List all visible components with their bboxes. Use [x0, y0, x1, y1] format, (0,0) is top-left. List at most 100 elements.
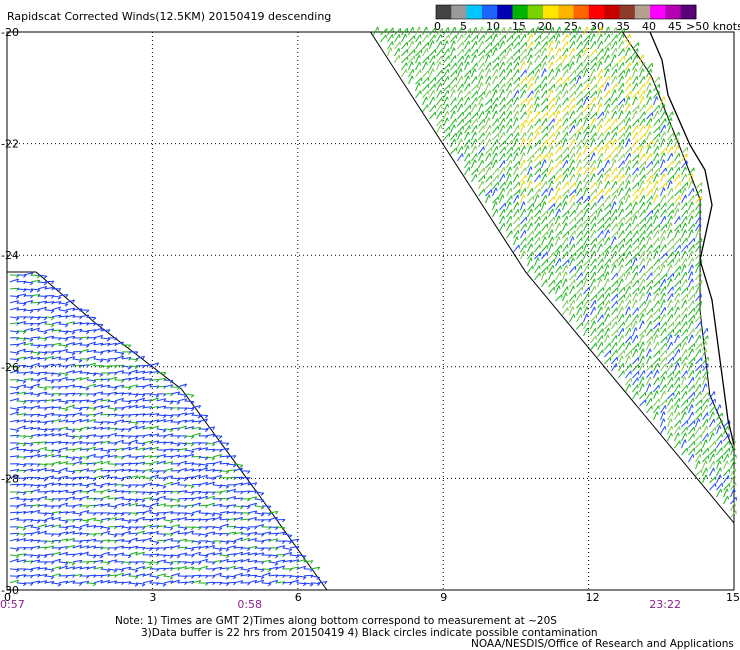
wind-barb-flag — [134, 394, 139, 398]
wind-barb — [58, 511, 68, 514]
wind-barb — [149, 406, 159, 409]
wind-barb-flag — [579, 75, 582, 79]
wind-barb — [597, 216, 604, 225]
wind-barb — [730, 467, 736, 477]
wind-barb — [653, 384, 660, 393]
wind-barb-flag — [204, 457, 209, 461]
wind-barb — [681, 209, 688, 218]
wind-barb — [716, 440, 722, 449]
wind-barb-flag — [390, 47, 393, 51]
wind-barb-flag — [92, 512, 97, 516]
wind-barb-flag — [537, 131, 540, 136]
wind-barb — [674, 189, 682, 197]
wind-barb-flag — [72, 477, 76, 481]
wind-barb — [205, 433, 215, 437]
wind-barb — [632, 334, 638, 344]
wind-barb-flag — [134, 359, 139, 363]
wind-barb-flag — [670, 432, 673, 437]
wind-barb-flag — [468, 54, 470, 59]
wind-barb — [639, 278, 645, 288]
wind-barb — [58, 294, 68, 297]
wind-barb — [674, 202, 680, 211]
wind-barb — [520, 174, 527, 183]
wind-barb — [730, 474, 735, 484]
wind-barb-flag — [642, 292, 645, 297]
wind-barb — [674, 265, 681, 274]
wind-barb — [51, 314, 61, 318]
wind-barb — [541, 68, 546, 78]
wind-barb-flag — [551, 152, 554, 156]
wind-barb — [219, 523, 229, 528]
wind-barb — [681, 264, 686, 274]
wind-barb-flag — [629, 327, 632, 332]
wind-barb — [16, 425, 26, 430]
wind-barb — [51, 363, 61, 367]
wind-barb-flag — [565, 82, 568, 87]
wind-barb-flag — [155, 499, 160, 503]
wind-barb — [660, 167, 667, 176]
wind-barb — [114, 370, 124, 374]
wind-barb — [58, 447, 68, 451]
wind-barb — [72, 428, 83, 431]
wind-barb-flag — [419, 61, 421, 66]
wind-barb-flag — [691, 362, 694, 367]
wind-barb-flag — [427, 104, 429, 109]
wind-barb-flag — [684, 250, 687, 255]
wind-barb — [548, 279, 555, 288]
wind-barb — [632, 287, 640, 295]
wind-barb-flag — [85, 485, 90, 489]
wind-barb-flag — [162, 485, 167, 489]
wind-barb-flag — [114, 372, 118, 376]
wind-barb — [625, 138, 630, 148]
wind-barb-flag — [134, 366, 139, 370]
wind-barb — [51, 511, 61, 514]
wind-barb — [478, 40, 484, 50]
wind-barb — [604, 236, 610, 246]
wind-barb-flag — [602, 146, 604, 151]
wind-barb — [51, 454, 61, 458]
wind-barb — [121, 526, 131, 529]
wind-barb — [58, 323, 68, 326]
wind-barb — [534, 265, 540, 274]
wind-barb — [688, 328, 695, 337]
wind-barb-flag — [469, 160, 471, 165]
wind-barb-flag — [671, 152, 674, 157]
wind-barb — [639, 292, 644, 302]
wind-barb — [562, 118, 568, 127]
wind-barb-flag — [685, 279, 688, 283]
wind-barb — [149, 455, 160, 458]
wind-barb — [604, 82, 609, 92]
wind-barb-flag — [559, 47, 562, 52]
wind-barb-flag — [657, 292, 659, 297]
wind-barb — [16, 483, 27, 486]
wind-barb — [688, 420, 696, 428]
wind-barb-flag — [566, 27, 569, 31]
wind-barb — [583, 153, 590, 162]
wind-barb-flag — [502, 215, 505, 220]
wind-barb-flag — [453, 47, 456, 52]
wind-barb — [9, 316, 19, 319]
wind-barb-flag — [552, 55, 555, 59]
wind-barb-flag — [607, 271, 610, 276]
wind-barb-flag — [482, 111, 485, 115]
wind-barb — [646, 62, 653, 71]
wind-barb — [79, 495, 89, 500]
wind-barb — [541, 167, 548, 176]
wind-barb-flag — [517, 230, 520, 234]
wind-barb-flag — [517, 110, 519, 115]
wind-barb — [548, 286, 555, 295]
wind-barb — [184, 491, 194, 494]
wind-barb-flag — [71, 471, 76, 475]
wind-barb-flag — [468, 40, 471, 45]
wind-barb — [548, 265, 554, 274]
wind-barb-flag — [566, 90, 569, 94]
wind-barb-flag — [677, 145, 680, 149]
wind-barb — [520, 61, 525, 71]
wind-barb — [513, 83, 520, 92]
wind-barb-flag — [523, 61, 526, 66]
wind-barb-flag — [642, 320, 645, 325]
wind-barb-flag — [663, 292, 666, 297]
wind-barb — [632, 292, 638, 302]
wind-barb-flag — [510, 222, 513, 227]
wind-barb — [135, 475, 145, 479]
